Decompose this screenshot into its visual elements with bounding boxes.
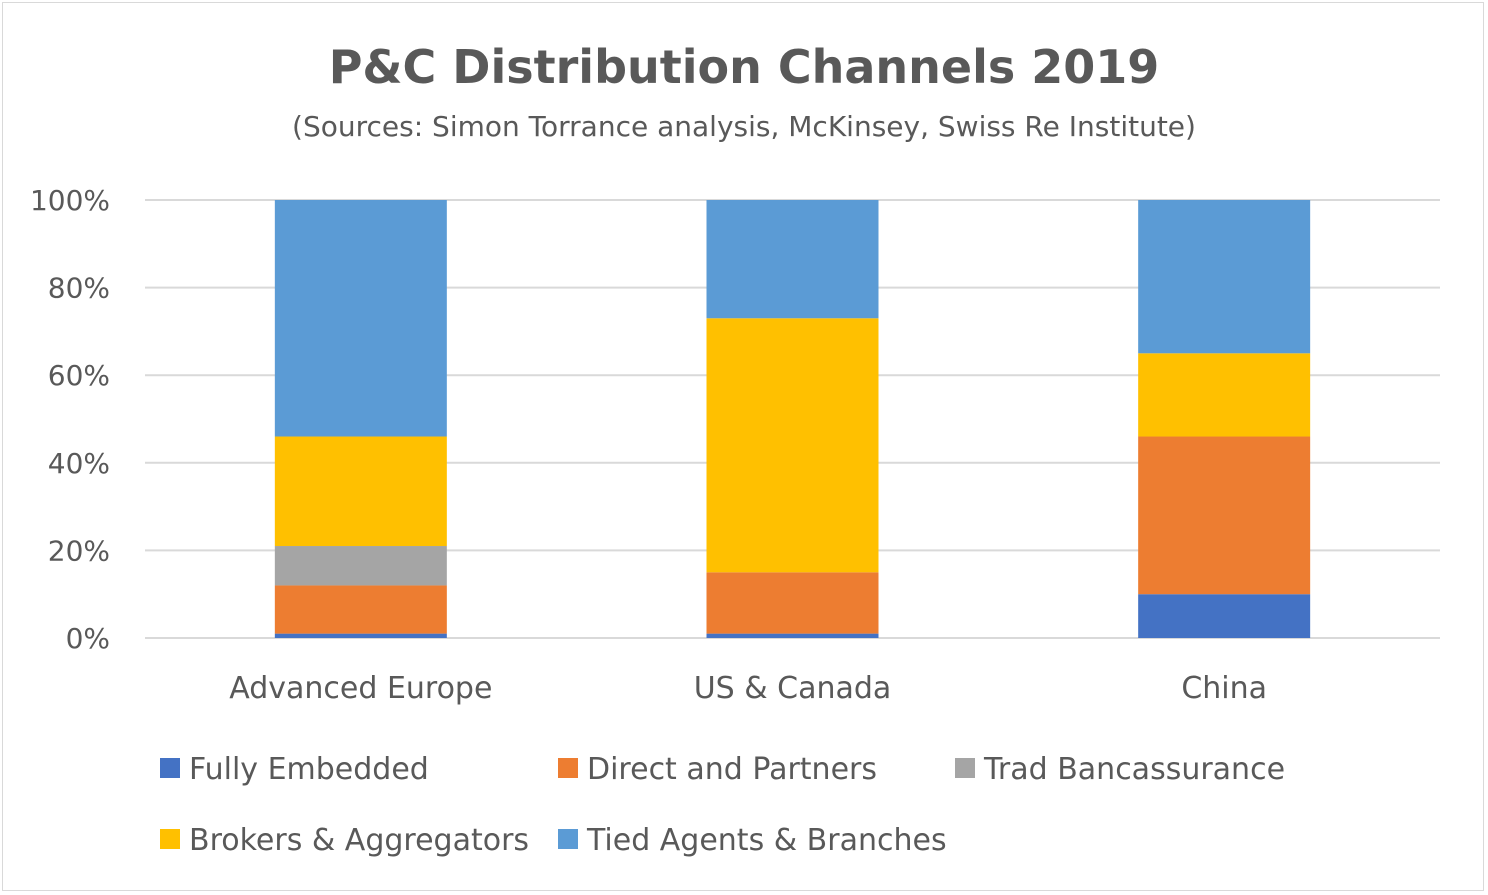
- x-category-label: US & Canada: [694, 671, 892, 706]
- y-tick-label: 100%: [30, 184, 110, 217]
- chart-subtitle: (Sources: Simon Torrance analysis, McKin…: [292, 110, 1196, 143]
- bar-segment: [274, 546, 447, 586]
- legend-label: Fully Embedded: [189, 752, 429, 787]
- chart-title: P&C Distribution Channels 2019: [328, 40, 1160, 94]
- bar-segment: [1138, 594, 1311, 638]
- bar-segment: [274, 585, 447, 634]
- bar-segment: [274, 200, 447, 437]
- y-tick-label: 80%: [48, 272, 110, 305]
- bar-segment: [1138, 353, 1311, 437]
- legend-label: Tied Agents & Branches: [586, 823, 947, 858]
- legend-swatch: [160, 758, 180, 778]
- bar-segment: [1138, 200, 1311, 354]
- bar-segment: [706, 633, 879, 638]
- legend-swatch: [160, 829, 180, 849]
- y-tick-label: 0%: [66, 622, 110, 655]
- legend-label: Direct and Partners: [587, 752, 877, 787]
- bar-segment: [706, 200, 879, 319]
- legend-swatch: [558, 758, 578, 778]
- bar-segment: [274, 633, 447, 638]
- bar-segment: [274, 436, 447, 547]
- bar-segment: [706, 572, 879, 634]
- y-tick-label: 60%: [48, 359, 110, 392]
- bar-segment: [706, 318, 879, 573]
- legend-label: Brokers & Aggregators: [189, 823, 529, 858]
- x-category-label: China: [1181, 671, 1267, 706]
- legend-swatch: [558, 829, 578, 849]
- y-tick-label: 20%: [48, 534, 110, 567]
- x-category-label: Advanced Europe: [229, 671, 492, 706]
- bar-segment: [1138, 436, 1311, 595]
- legend-label: Trad Bancassurance: [983, 752, 1285, 787]
- legend-swatch: [955, 758, 975, 778]
- y-tick-label: 40%: [48, 447, 110, 480]
